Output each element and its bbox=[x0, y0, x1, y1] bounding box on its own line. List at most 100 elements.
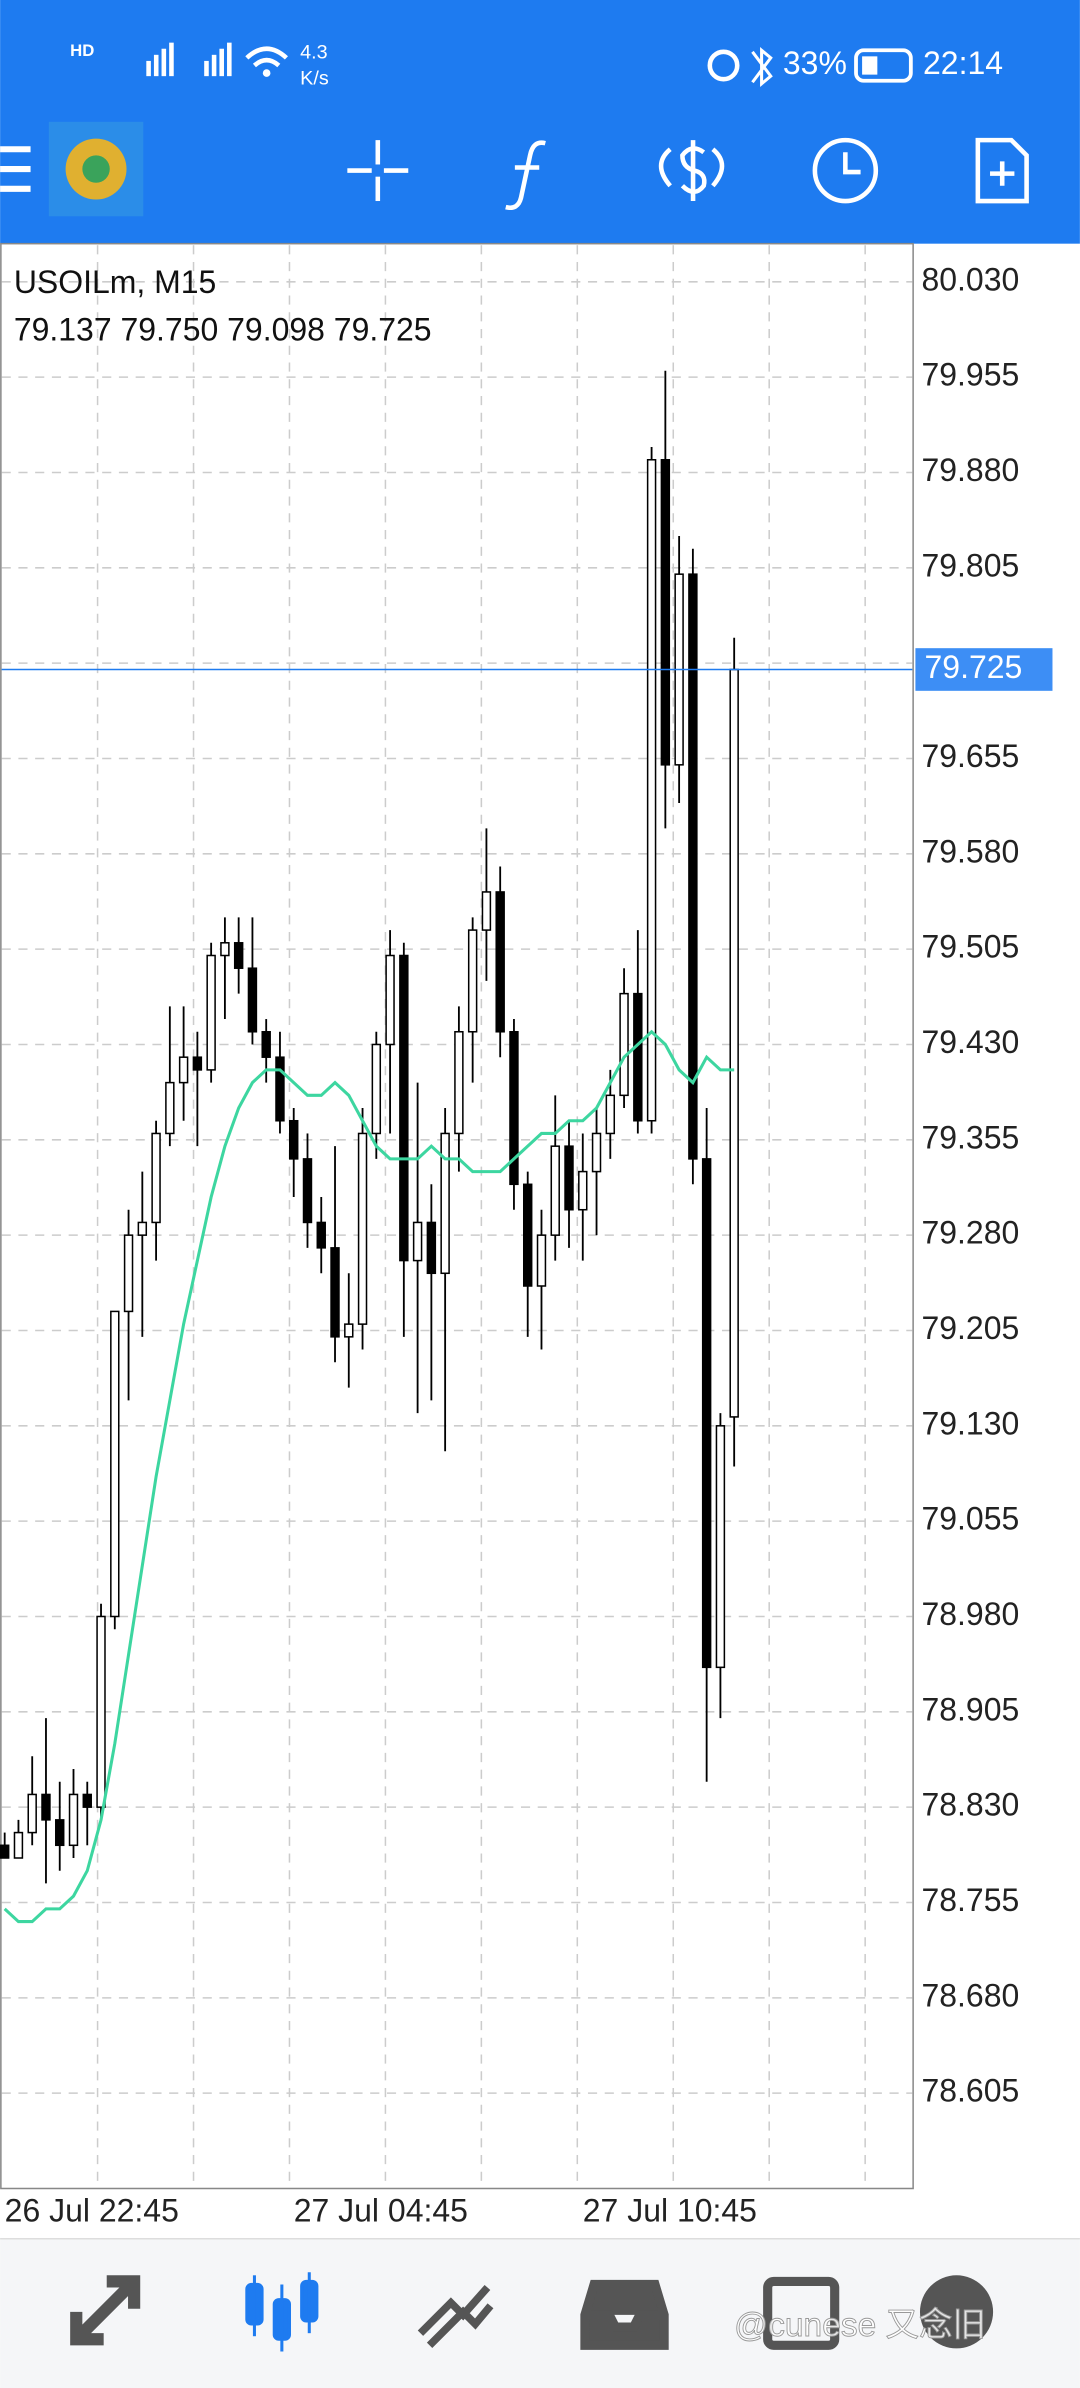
candle-body bbox=[151, 1132, 161, 1224]
battery-icon bbox=[854, 48, 913, 83]
candle-body bbox=[729, 668, 739, 1418]
bluetooth-icon bbox=[751, 47, 773, 88]
candle-body bbox=[178, 1056, 189, 1084]
indicator-button[interactable] bbox=[505, 140, 546, 210]
x-tick-label: 26 Jul 22:45 bbox=[5, 2192, 179, 2228]
time-grid bbox=[96, 245, 866, 2187]
y-tick-label: 78.830 bbox=[922, 1787, 1020, 1823]
x-tick-label: 27 Jul 10:45 bbox=[583, 2192, 757, 2228]
candle-body bbox=[233, 942, 244, 969]
candle-body bbox=[68, 1793, 79, 1847]
candle-body bbox=[247, 967, 258, 1033]
candle-body bbox=[467, 929, 478, 1033]
new-order-button[interactable] bbox=[975, 137, 1029, 204]
y-tick-label: 78.980 bbox=[922, 1596, 1020, 1632]
candle-body bbox=[289, 1119, 299, 1160]
trade-tab[interactable] bbox=[417, 2284, 494, 2349]
candle-body bbox=[412, 1221, 423, 1262]
speed-unit: K/s bbox=[300, 67, 329, 89]
candle-body bbox=[82, 1793, 92, 1808]
watermark: @cunese 又念旧 bbox=[734, 2307, 986, 2344]
y-tick-label: 79.955 bbox=[922, 357, 1020, 393]
candle-body bbox=[192, 1056, 203, 1071]
candle-body bbox=[522, 1183, 533, 1287]
news-tab[interactable] bbox=[763, 2276, 840, 2350]
y-tick-label: 79.805 bbox=[922, 547, 1020, 583]
candle-body bbox=[509, 1031, 519, 1186]
candle-body bbox=[206, 954, 216, 1071]
chat-tab[interactable] bbox=[919, 2275, 994, 2349]
candle-body bbox=[41, 1793, 51, 1821]
candle-body bbox=[316, 1221, 326, 1249]
speed: 4.3 bbox=[300, 42, 327, 64]
y-tick-label: 79.880 bbox=[922, 452, 1020, 488]
candle-body bbox=[536, 1234, 547, 1287]
y-tick-label: 79.280 bbox=[922, 1215, 1020, 1251]
logo-core bbox=[82, 155, 110, 183]
battery-level bbox=[862, 56, 878, 75]
candle-body bbox=[481, 891, 492, 931]
candle-body bbox=[55, 1819, 65, 1847]
candle-body bbox=[123, 1234, 134, 1313]
candle-body bbox=[701, 1158, 712, 1669]
timeframe-button[interactable] bbox=[812, 137, 879, 204]
y-tick-label: 79.355 bbox=[922, 1119, 1020, 1155]
y-tick-label: 79.205 bbox=[922, 1310, 1020, 1346]
current-price-label: 79.725 bbox=[925, 649, 1023, 685]
candle-body bbox=[385, 954, 395, 1046]
candle-body bbox=[220, 942, 230, 957]
candle-body bbox=[454, 1031, 464, 1135]
candle-body bbox=[27, 1793, 37, 1834]
candle-body bbox=[371, 1043, 382, 1135]
candle-body bbox=[495, 891, 505, 1033]
y-tick-label: 79.580 bbox=[922, 833, 1020, 869]
network-label: HD bbox=[70, 41, 94, 60]
candle-body bbox=[344, 1323, 354, 1338]
candle-body bbox=[261, 1031, 271, 1058]
ohlc-info: 79.137 79.750 79.098 79.725 bbox=[14, 311, 432, 347]
candle-body bbox=[564, 1145, 574, 1211]
menu-icon[interactable] bbox=[0, 146, 31, 192]
candle-body bbox=[591, 1132, 602, 1173]
candle-body bbox=[13, 1831, 24, 1859]
candle-body bbox=[646, 459, 657, 1122]
y-tick-label: 79.055 bbox=[922, 1501, 1020, 1537]
y-tick-label: 79.130 bbox=[922, 1405, 1020, 1441]
crosshair-button[interactable] bbox=[347, 140, 409, 202]
y-tick-label: 79.505 bbox=[922, 929, 1020, 965]
bottom-nav bbox=[0, 2238, 1080, 2388]
y-tick-label: 78.755 bbox=[922, 1882, 1020, 1918]
current-price-box bbox=[915, 648, 1053, 691]
candle-body bbox=[110, 1310, 120, 1618]
trade-button[interactable] bbox=[658, 140, 725, 202]
candle-body bbox=[137, 1221, 148, 1236]
candle-body bbox=[715, 1425, 726, 1669]
history-tab[interactable] bbox=[580, 2279, 669, 2350]
candle-body bbox=[633, 992, 643, 1122]
y-tick-label: 78.605 bbox=[922, 2073, 1020, 2109]
candle-body bbox=[550, 1145, 560, 1236]
header-bg bbox=[0, 0, 1080, 244]
y-tick-label: 80.030 bbox=[922, 261, 1020, 297]
candle-body bbox=[302, 1158, 313, 1224]
signal-icons bbox=[146, 42, 288, 77]
candle-body bbox=[426, 1221, 437, 1275]
candle-body bbox=[96, 1615, 106, 1808]
candle-body bbox=[0, 1844, 10, 1859]
y-tick-label: 78.680 bbox=[922, 1977, 1020, 2013]
moving-average bbox=[3, 1029, 735, 1924]
candle-body bbox=[660, 459, 671, 766]
chart-title: USOILm, M15 bbox=[14, 264, 217, 300]
candle-body bbox=[357, 1132, 368, 1325]
y-tick-label: 79.430 bbox=[922, 1024, 1020, 1060]
chart-tab[interactable] bbox=[245, 2272, 319, 2352]
candle-body bbox=[578, 1170, 588, 1211]
candle-body bbox=[399, 954, 409, 1262]
y-tick-label: 79.655 bbox=[922, 738, 1020, 774]
quotes-tab[interactable] bbox=[70, 2275, 141, 2346]
alarm-icon bbox=[707, 49, 740, 82]
battery-percent: 33% bbox=[783, 45, 847, 81]
plot-frame bbox=[0, 242, 914, 2190]
